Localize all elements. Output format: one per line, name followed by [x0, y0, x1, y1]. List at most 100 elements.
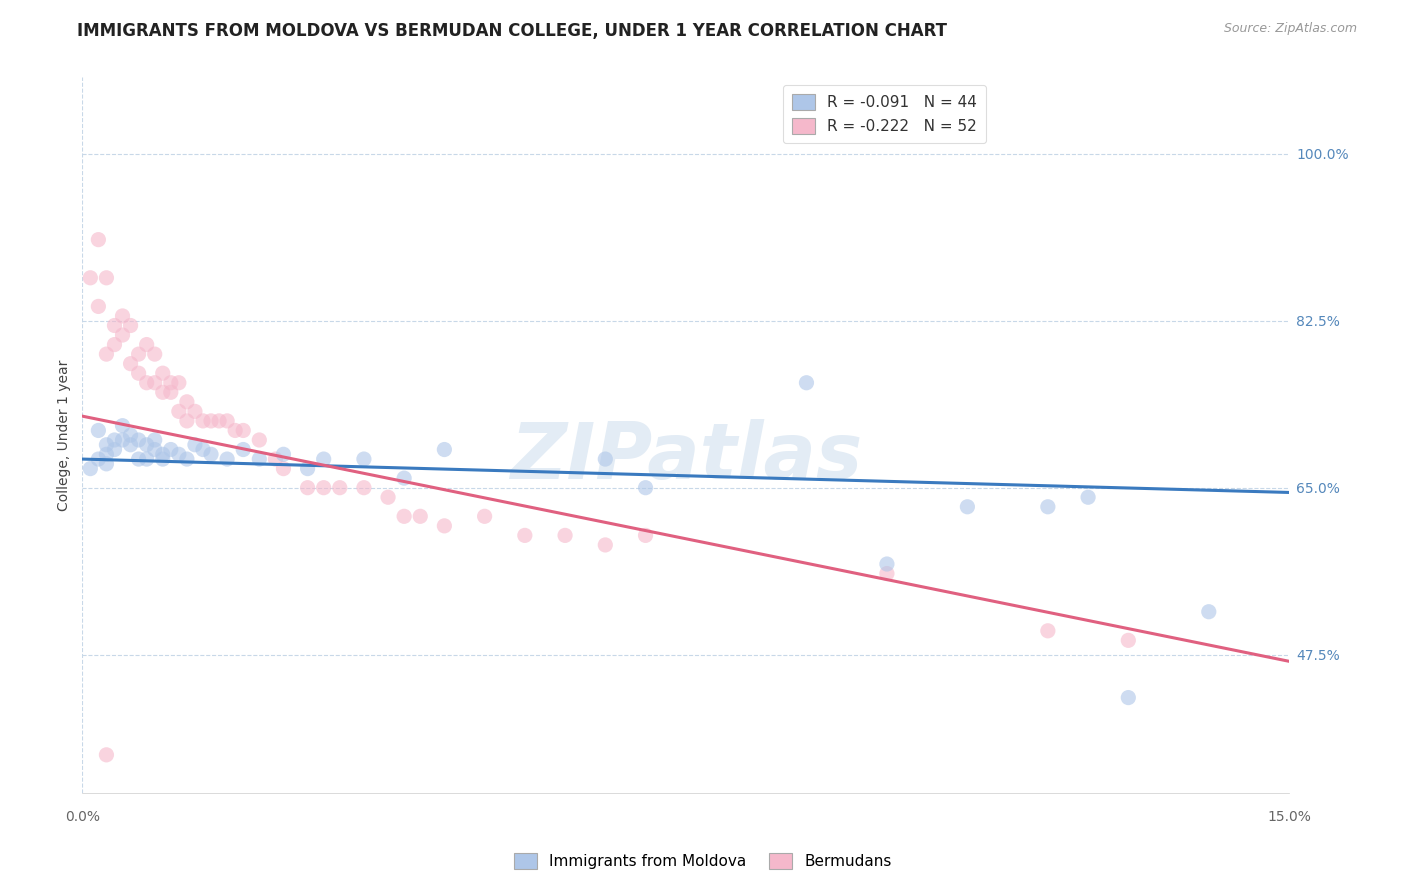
Point — [513, 528, 536, 542]
Point — [634, 528, 657, 542]
Point — [167, 447, 190, 461]
Point — [392, 471, 415, 485]
Point — [96, 347, 118, 361]
Point — [96, 438, 118, 452]
Point — [353, 481, 375, 495]
Point — [111, 328, 134, 343]
Point — [135, 438, 157, 452]
Point — [128, 366, 150, 380]
Point — [409, 509, 432, 524]
Point — [200, 447, 222, 461]
Point — [297, 481, 319, 495]
Point — [96, 747, 118, 762]
Point — [200, 414, 222, 428]
Point — [96, 457, 118, 471]
Point — [120, 438, 142, 452]
Point — [152, 366, 174, 380]
Point — [1198, 605, 1220, 619]
Point — [247, 433, 270, 447]
Point — [135, 337, 157, 351]
Point — [167, 376, 190, 390]
Point — [312, 481, 335, 495]
Point — [159, 376, 181, 390]
Y-axis label: College, Under 1 year: College, Under 1 year — [58, 359, 72, 511]
Point — [128, 452, 150, 467]
Point — [87, 452, 110, 467]
Point — [152, 447, 174, 461]
Point — [232, 442, 254, 457]
Point — [353, 452, 375, 467]
Point — [176, 452, 198, 467]
Point — [184, 404, 207, 418]
Point — [264, 452, 287, 467]
Point — [208, 414, 231, 428]
Point — [247, 452, 270, 467]
Point — [135, 452, 157, 467]
Legend: Immigrants from Moldova, Bermudans: Immigrants from Moldova, Bermudans — [508, 847, 898, 875]
Point — [120, 428, 142, 442]
Point — [474, 509, 496, 524]
Point — [152, 452, 174, 467]
Point — [143, 347, 166, 361]
Point — [392, 509, 415, 524]
Point — [96, 447, 118, 461]
Point — [103, 318, 125, 333]
Point — [796, 376, 818, 390]
Point — [312, 452, 335, 467]
Point — [273, 461, 295, 475]
Point — [1118, 633, 1140, 648]
Point — [176, 394, 198, 409]
Legend: R = -0.091   N = 44, R = -0.222   N = 52: R = -0.091 N = 44, R = -0.222 N = 52 — [783, 85, 986, 143]
Point — [876, 566, 898, 581]
Point — [634, 481, 657, 495]
Point — [87, 300, 110, 314]
Point — [191, 414, 214, 428]
Point — [120, 357, 142, 371]
Point — [217, 452, 239, 467]
Point — [433, 519, 456, 533]
Point — [595, 538, 617, 552]
Point — [167, 404, 190, 418]
Point — [103, 433, 125, 447]
Point — [120, 318, 142, 333]
Point — [143, 433, 166, 447]
Point — [1036, 624, 1059, 638]
Point — [103, 337, 125, 351]
Point — [79, 270, 101, 285]
Point — [159, 385, 181, 400]
Point — [96, 270, 118, 285]
Point — [1118, 690, 1140, 705]
Text: ZIPatlas: ZIPatlas — [509, 418, 862, 495]
Point — [111, 309, 134, 323]
Point — [876, 557, 898, 571]
Point — [103, 442, 125, 457]
Point — [111, 433, 134, 447]
Point — [152, 385, 174, 400]
Point — [433, 442, 456, 457]
Point — [1077, 490, 1099, 504]
Point — [273, 447, 295, 461]
Point — [329, 481, 352, 495]
Point — [111, 418, 134, 433]
Text: 0.0%: 0.0% — [65, 810, 100, 824]
Point — [143, 442, 166, 457]
Point — [595, 452, 617, 467]
Point — [87, 233, 110, 247]
Point — [143, 376, 166, 390]
Point — [377, 490, 399, 504]
Point — [297, 461, 319, 475]
Point — [217, 414, 239, 428]
Point — [87, 424, 110, 438]
Point — [184, 438, 207, 452]
Point — [159, 442, 181, 457]
Point — [79, 461, 101, 475]
Point — [554, 528, 576, 542]
Point — [128, 433, 150, 447]
Point — [135, 376, 157, 390]
Text: Source: ZipAtlas.com: Source: ZipAtlas.com — [1223, 22, 1357, 36]
Point — [191, 442, 214, 457]
Point — [176, 414, 198, 428]
Point — [232, 424, 254, 438]
Text: IMMIGRANTS FROM MOLDOVA VS BERMUDAN COLLEGE, UNDER 1 YEAR CORRELATION CHART: IMMIGRANTS FROM MOLDOVA VS BERMUDAN COLL… — [77, 22, 948, 40]
Point — [1036, 500, 1059, 514]
